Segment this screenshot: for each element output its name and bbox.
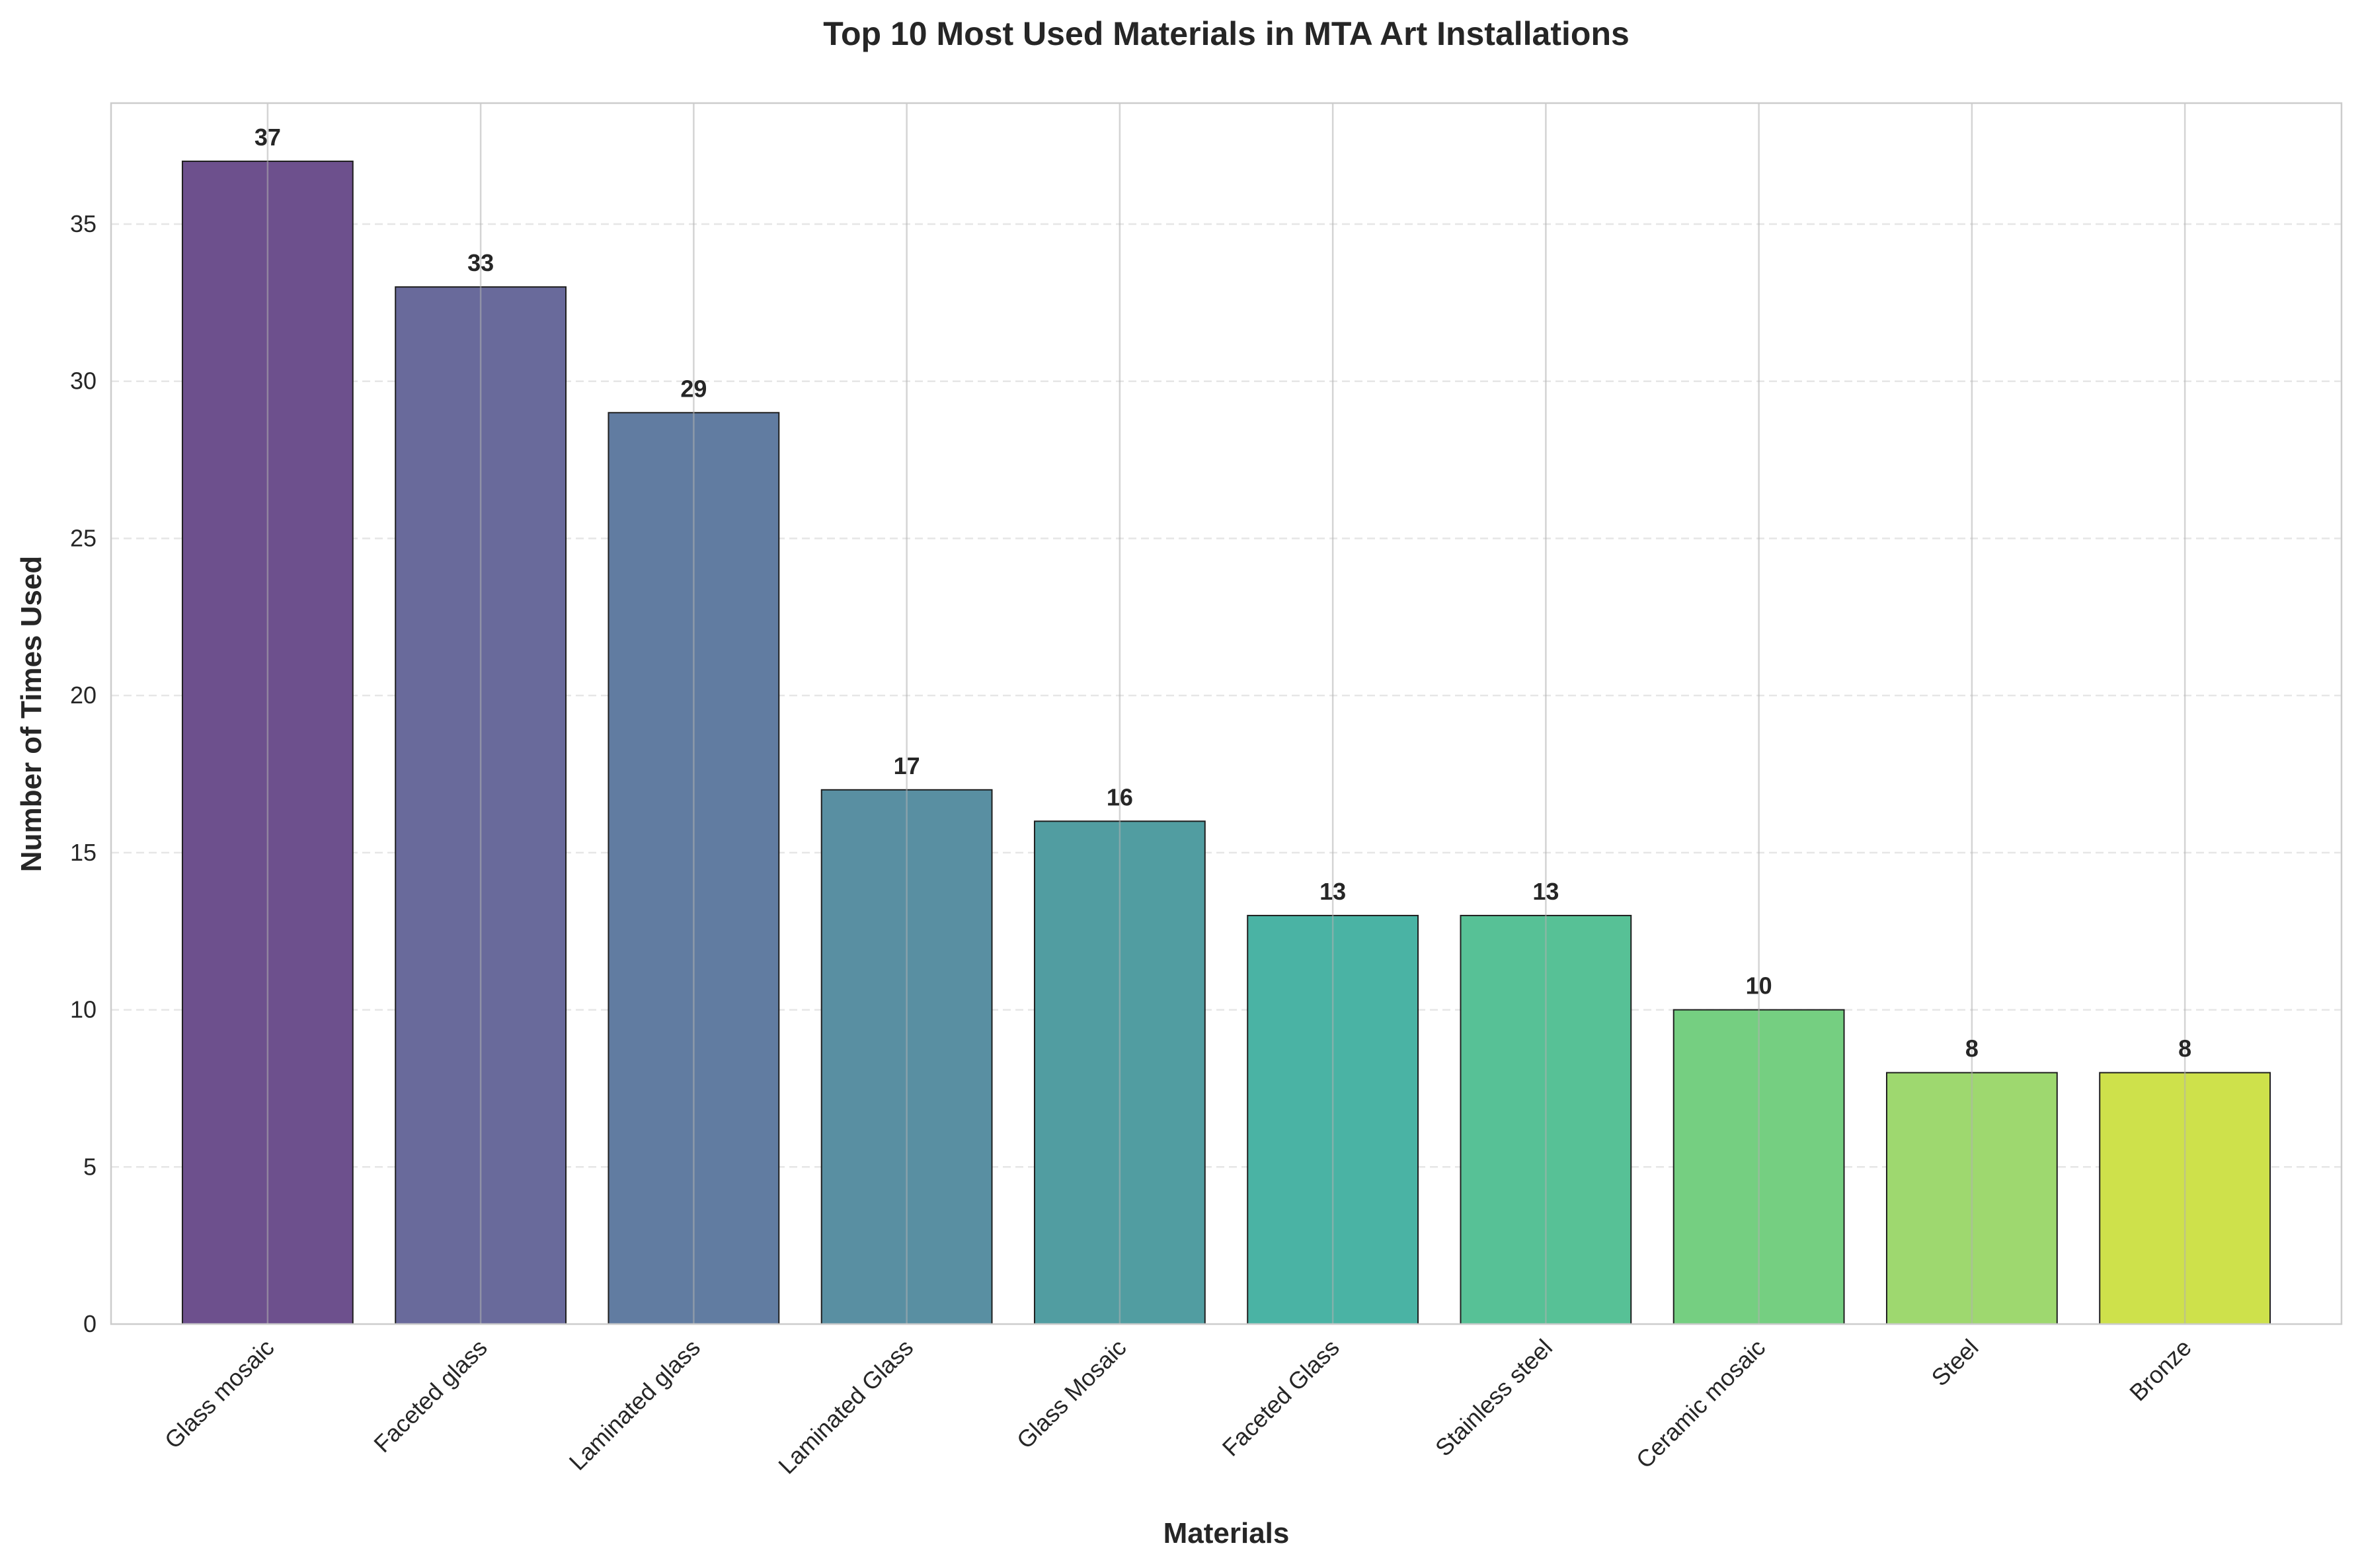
chart-title: Top 10 Most Used Materials in MTA Art In…	[823, 15, 1630, 52]
y-tick-label: 35	[70, 210, 97, 237]
value-label: 10	[1746, 972, 1772, 1000]
value-label: 33	[467, 249, 494, 276]
y-tick-label: 30	[70, 368, 97, 395]
value-label: 16	[1107, 783, 1133, 810]
x-axis-label: Materials	[1163, 1517, 1290, 1549]
value-label: 37	[255, 124, 281, 151]
value-label: 13	[1532, 878, 1559, 905]
value-label: 8	[1965, 1035, 1979, 1062]
plot-frame	[110, 102, 2343, 1325]
y-tick-label: 25	[70, 524, 97, 551]
value-label: 29	[680, 375, 707, 402]
y-tick-layer: 0 5 10 15 20 25 30 35	[70, 210, 97, 1337]
y-tick-label: 5	[83, 1153, 97, 1180]
y-axis-label: Number of Times Used	[15, 556, 48, 872]
y-tick-label: 15	[70, 839, 97, 866]
x-grid-layer	[266, 103, 2186, 1324]
value-label-layer: 37 33 29 17 16 13 13 10 8 8	[255, 124, 2191, 1062]
value-label: 13	[1319, 878, 1346, 905]
y-tick-label: 0	[83, 1310, 97, 1337]
y-tick-label: 10	[70, 996, 97, 1023]
y-tick-label: 20	[70, 682, 97, 709]
value-label: 8	[2178, 1035, 2191, 1062]
value-label: 17	[894, 752, 920, 779]
